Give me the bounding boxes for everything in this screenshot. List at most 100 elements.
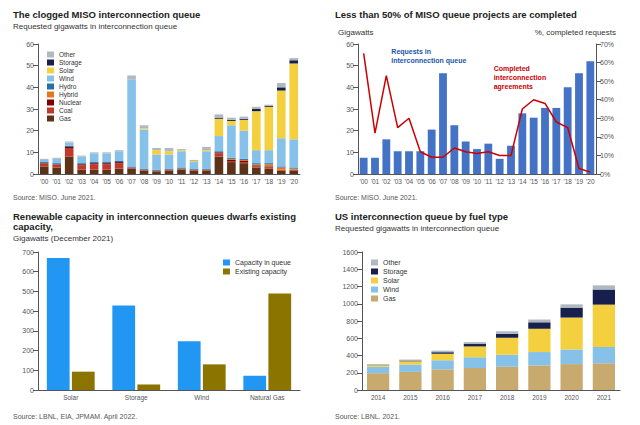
- svg-text:60: 60: [26, 41, 34, 48]
- svg-text:The clogged MISO interconnecti: The clogged MISO interconnection queue: [13, 9, 200, 20]
- svg-text:Less than 50% of MISO queue pr: Less than 50% of MISO queue projects are…: [335, 9, 577, 20]
- svg-text:2019: 2019: [532, 394, 547, 401]
- svg-text:400: 400: [22, 308, 34, 315]
- svg-text:Requested gigawatts in interco: Requested gigawatts in interconnection q…: [13, 22, 178, 31]
- svg-text:Requests in: Requests in: [391, 48, 431, 56]
- svg-text:'16: '16: [240, 178, 249, 185]
- svg-text:1200: 1200: [342, 283, 358, 290]
- svg-text:600: 600: [22, 268, 34, 275]
- svg-text:interconnection queue: interconnection queue: [391, 57, 466, 65]
- svg-text:500: 500: [22, 288, 34, 295]
- svg-text:20%: 20%: [600, 133, 614, 140]
- svg-text:'08: '08: [140, 178, 149, 185]
- svg-text:'01: '01: [371, 178, 380, 185]
- svg-text:2018: 2018: [500, 394, 515, 401]
- svg-text:2015: 2015: [403, 394, 418, 401]
- svg-text:Gas: Gas: [383, 295, 396, 302]
- svg-text:Source: LBNL. 2021.: Source: LBNL. 2021.: [335, 413, 400, 420]
- svg-text:Natural Gas: Natural Gas: [250, 394, 285, 401]
- svg-text:'06: '06: [115, 178, 124, 185]
- svg-text:50: 50: [346, 62, 354, 69]
- svg-text:Requested gigawatts in interco: Requested gigawatts in interconnection q…: [335, 224, 500, 233]
- svg-text:'04: '04: [405, 178, 414, 185]
- svg-text:'07: '07: [127, 178, 136, 185]
- svg-text:Source: LBNL, EIA, JPMAM. Apri: Source: LBNL, EIA, JPMAM. April 2022.: [13, 413, 137, 421]
- svg-text:2021: 2021: [597, 394, 612, 401]
- svg-text:200: 200: [22, 347, 34, 354]
- svg-text:0: 0: [30, 171, 34, 178]
- svg-text:'18: '18: [563, 178, 572, 185]
- svg-text:2020: 2020: [564, 394, 579, 401]
- svg-text:60: 60: [346, 41, 354, 48]
- svg-text:interconnection: interconnection: [494, 74, 547, 81]
- svg-text:40%: 40%: [600, 96, 614, 103]
- svg-text:'17: '17: [252, 178, 261, 185]
- svg-text:'02: '02: [382, 178, 391, 185]
- svg-text:Solar: Solar: [383, 277, 400, 284]
- svg-text:'09: '09: [152, 178, 161, 185]
- svg-text:'15: '15: [529, 178, 538, 185]
- svg-text:agreements: agreements: [494, 83, 533, 91]
- svg-text:Nuclear: Nuclear: [59, 99, 82, 106]
- svg-text:'05: '05: [416, 178, 425, 185]
- svg-text:'10: '10: [165, 178, 174, 185]
- svg-text:40: 40: [346, 84, 354, 91]
- svg-text:'14: '14: [518, 178, 527, 185]
- svg-text:US interconnection queue by fu: US interconnection queue by fuel type: [335, 211, 508, 222]
- svg-text:Wind: Wind: [59, 75, 74, 82]
- svg-text:'00: '00: [359, 178, 368, 185]
- svg-text:'08: '08: [450, 178, 459, 185]
- svg-text:30: 30: [346, 106, 354, 113]
- svg-text:'19: '19: [277, 178, 286, 185]
- svg-text:%, completed requests: %, completed requests: [535, 28, 616, 37]
- svg-text:'16: '16: [541, 178, 550, 185]
- svg-text:0: 0: [354, 387, 358, 394]
- svg-text:'03: '03: [393, 178, 402, 185]
- svg-text:1400: 1400: [342, 266, 358, 273]
- svg-text:100: 100: [22, 367, 34, 374]
- svg-text:Wind: Wind: [194, 394, 209, 401]
- svg-text:'15: '15: [227, 178, 236, 185]
- svg-text:Coal: Coal: [59, 107, 73, 114]
- svg-text:capacity,: capacity,: [13, 221, 53, 232]
- svg-text:0: 0: [350, 171, 354, 178]
- svg-text:'02: '02: [65, 178, 74, 185]
- svg-text:Other: Other: [59, 51, 76, 58]
- svg-text:1600: 1600: [342, 249, 358, 256]
- svg-text:'19: '19: [575, 178, 584, 185]
- svg-text:'12: '12: [190, 178, 199, 185]
- svg-text:'13: '13: [202, 178, 211, 185]
- svg-text:50: 50: [26, 62, 34, 69]
- svg-text:2014: 2014: [371, 394, 386, 401]
- svg-text:'07: '07: [439, 178, 448, 185]
- svg-text:0%: 0%: [600, 171, 610, 178]
- svg-text:300: 300: [22, 327, 34, 334]
- svg-text:Gigawatts: Gigawatts: [338, 28, 374, 37]
- svg-text:Capacity in queue: Capacity in queue: [235, 259, 291, 267]
- svg-text:20: 20: [346, 127, 354, 134]
- svg-text:'09: '09: [461, 178, 470, 185]
- svg-text:10%: 10%: [600, 152, 614, 159]
- svg-text:Hydro: Hydro: [59, 83, 77, 91]
- svg-text:1000: 1000: [342, 300, 358, 307]
- svg-text:'12: '12: [495, 178, 504, 185]
- svg-text:20: 20: [26, 127, 34, 134]
- svg-text:10: 10: [26, 149, 34, 156]
- svg-text:30: 30: [26, 106, 34, 113]
- svg-text:40: 40: [26, 84, 34, 91]
- svg-text:Storage: Storage: [383, 268, 408, 276]
- svg-text:'06: '06: [427, 178, 436, 185]
- svg-text:'04: '04: [90, 178, 99, 185]
- svg-text:700: 700: [22, 249, 34, 256]
- svg-text:'14: '14: [215, 178, 224, 185]
- svg-text:'13: '13: [507, 178, 516, 185]
- svg-text:800: 800: [346, 318, 358, 325]
- svg-text:'20: '20: [586, 178, 595, 185]
- svg-text:'11: '11: [484, 178, 492, 185]
- svg-text:70%: 70%: [600, 41, 614, 48]
- svg-text:'17: '17: [552, 178, 561, 185]
- svg-text:0: 0: [30, 387, 34, 394]
- svg-text:Wind: Wind: [383, 286, 399, 293]
- svg-text:Solar: Solar: [63, 394, 79, 401]
- svg-text:Gas: Gas: [59, 115, 72, 122]
